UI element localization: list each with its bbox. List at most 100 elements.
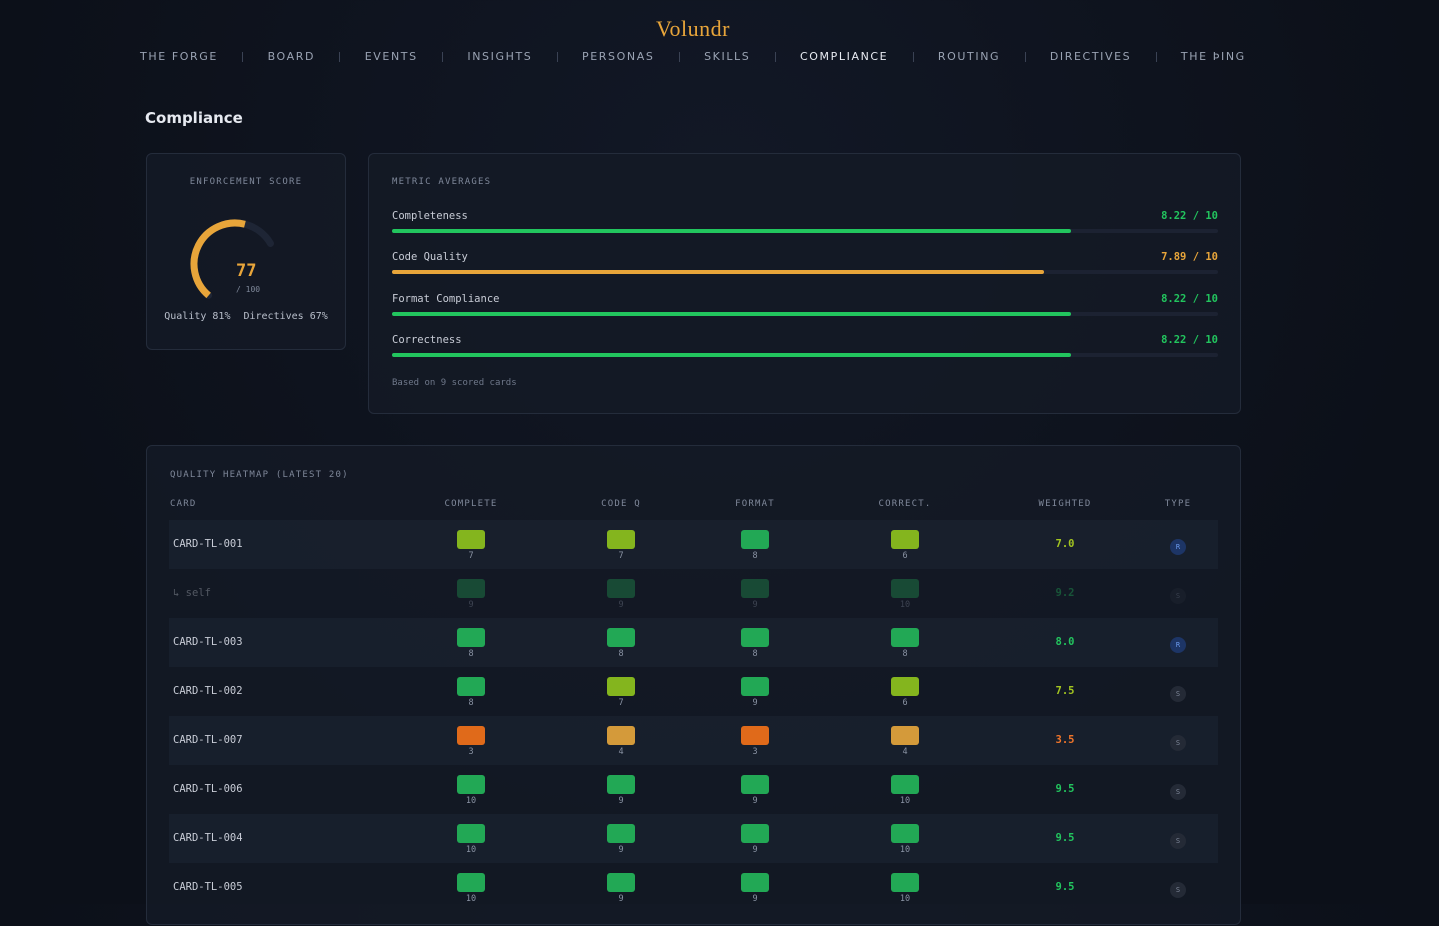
- score-cell: [607, 530, 635, 549]
- score-label: 9: [735, 698, 775, 708]
- score-cell: [457, 775, 485, 794]
- score-label: 9: [735, 845, 775, 855]
- metric-value: 8.22 / 10: [1161, 210, 1218, 222]
- nav-item[interactable]: SKILLS: [704, 50, 750, 63]
- card-id[interactable]: CARD-TL-004: [173, 832, 243, 844]
- metric-bar: [392, 312, 1071, 316]
- score-stats: Quality 81% Directives 67%: [147, 311, 345, 322]
- score-cell: [891, 579, 919, 598]
- weighted-score: 7.5: [1025, 685, 1105, 697]
- score-max: / 100: [236, 285, 260, 294]
- score-cell: [741, 530, 769, 549]
- score-label: 8: [601, 649, 641, 659]
- metric-name: Format Compliance: [392, 293, 499, 305]
- score-label: 10: [885, 894, 925, 904]
- column-header: WEIGHTED: [1005, 499, 1125, 509]
- metric-bar: [392, 270, 1044, 274]
- type-badge: S: [1170, 784, 1186, 800]
- metric-value: 8.22 / 10: [1161, 334, 1218, 346]
- score-label: 7: [601, 698, 641, 708]
- card-id[interactable]: CARD-TL-002: [173, 685, 243, 697]
- nav-item[interactable]: INSIGHTS: [467, 50, 532, 63]
- nav-separator: [913, 52, 914, 62]
- weighted-score: 9.5: [1025, 832, 1105, 844]
- nav-item[interactable]: THE FORGE: [140, 50, 218, 63]
- score-cell: [741, 824, 769, 843]
- score-label: 10: [451, 894, 491, 904]
- card-id[interactable]: CARD-TL-007: [173, 734, 243, 746]
- score-label: 3: [451, 747, 491, 757]
- metrics-footnote: Based on 9 scored cards: [392, 378, 517, 388]
- score-cell: [741, 873, 769, 892]
- score-cell: [891, 824, 919, 843]
- type-badge: R: [1170, 637, 1186, 653]
- score-value: 77: [236, 261, 256, 281]
- type-badge: R: [1170, 539, 1186, 555]
- score-cell: [891, 873, 919, 892]
- score-label: 9: [735, 894, 775, 904]
- score-label: 8: [735, 551, 775, 561]
- score-cell: [891, 726, 919, 745]
- score-stat: Quality 81%: [164, 311, 230, 322]
- score-label: 10: [451, 845, 491, 855]
- heatmap-row: ↳ self999109.2S: [169, 569, 1218, 618]
- nav-item[interactable]: ROUTING: [938, 50, 1000, 63]
- body: Volundr THE FORGE BOARD EVENTS INSIGHTS PERS…: [0, 0, 1439, 904]
- heatmap-row: CARD-TL-0051099109.5S: [169, 863, 1218, 912]
- nav-separator: [679, 52, 680, 62]
- nav-bar: THE FORGE BOARD EVENTS INSIGHTS PERSONAS SKIL…: [140, 50, 1246, 63]
- heatmap-card: QUALITY HEATMAP (LATEST 20) CARDCOMPLETE…: [146, 445, 1241, 925]
- nav-item[interactable]: PERSONAS: [582, 50, 654, 63]
- score-title: ENFORCEMENT SCORE: [147, 177, 345, 187]
- score-cell: [741, 775, 769, 794]
- heatmap-row: CARD-TL-00287967.5S: [169, 667, 1218, 716]
- score-label: 10: [885, 796, 925, 806]
- card-id[interactable]: CARD-TL-003: [173, 636, 243, 648]
- card-id[interactable]: ↳ self: [173, 587, 211, 599]
- score-label: 7: [601, 551, 641, 561]
- card-id[interactable]: CARD-TL-006: [173, 783, 243, 795]
- score-label: 7: [451, 551, 491, 561]
- nav-item[interactable]: COMPLIANCE: [800, 50, 888, 63]
- score-label: 9: [601, 845, 641, 855]
- weighted-score: 9.2: [1025, 587, 1105, 599]
- type-badge: S: [1170, 735, 1186, 751]
- nav-separator: [1025, 52, 1026, 62]
- weighted-score: 9.5: [1025, 881, 1105, 893]
- nav-item[interactable]: EVENTS: [365, 50, 418, 63]
- score-cell: [607, 775, 635, 794]
- nav-separator: [442, 52, 443, 62]
- score-label: 6: [885, 551, 925, 561]
- score-stat: Directives 67%: [243, 311, 327, 322]
- gauge: 77 / 100: [147, 194, 345, 309]
- score-cell: [607, 824, 635, 843]
- score-label: 8: [885, 649, 925, 659]
- score-label: 3: [735, 747, 775, 757]
- score-cell: [741, 628, 769, 647]
- nav-item[interactable]: BOARD: [268, 50, 315, 63]
- score-label: 8: [451, 649, 491, 659]
- score-label: 9: [735, 796, 775, 806]
- page: Volundr { "brand": "Volundr", "nav": { "…: [0, 0, 1439, 904]
- nav-item[interactable]: THE ÞING: [1181, 50, 1246, 63]
- heatmap-row: CARD-TL-001 7 7 8 6 7.0 R: [169, 520, 1218, 569]
- metric-name: Correctness: [392, 334, 462, 346]
- brand[interactable]: Volundr: [0, 16, 1386, 42]
- score-cell: [607, 873, 635, 892]
- card-id[interactable]: CARD-TL-005: [173, 881, 243, 893]
- score-cell: [457, 628, 485, 647]
- score-card: ENFORCEMENT SCORE 77 / 100 Quality 81% Dir…: [146, 153, 346, 350]
- heatmap-row: CARD-TL-0061099109.5S: [169, 765, 1218, 814]
- column-header: COMPLETE: [411, 499, 531, 509]
- score-cell: [457, 677, 485, 696]
- card-id[interactable]: CARD-TL-001: [173, 538, 243, 550]
- column-header: TYPE: [1118, 499, 1238, 509]
- nav-separator: [339, 52, 340, 62]
- score-label: 8: [451, 698, 491, 708]
- nav-item[interactable]: DIRECTIVES: [1050, 50, 1131, 63]
- weighted-score: 9.5: [1025, 783, 1105, 795]
- score-cell: [457, 824, 485, 843]
- metric-value: 7.89 / 10: [1161, 251, 1218, 263]
- score-label: 10: [885, 600, 925, 610]
- weighted-score: 7.0: [1025, 538, 1105, 550]
